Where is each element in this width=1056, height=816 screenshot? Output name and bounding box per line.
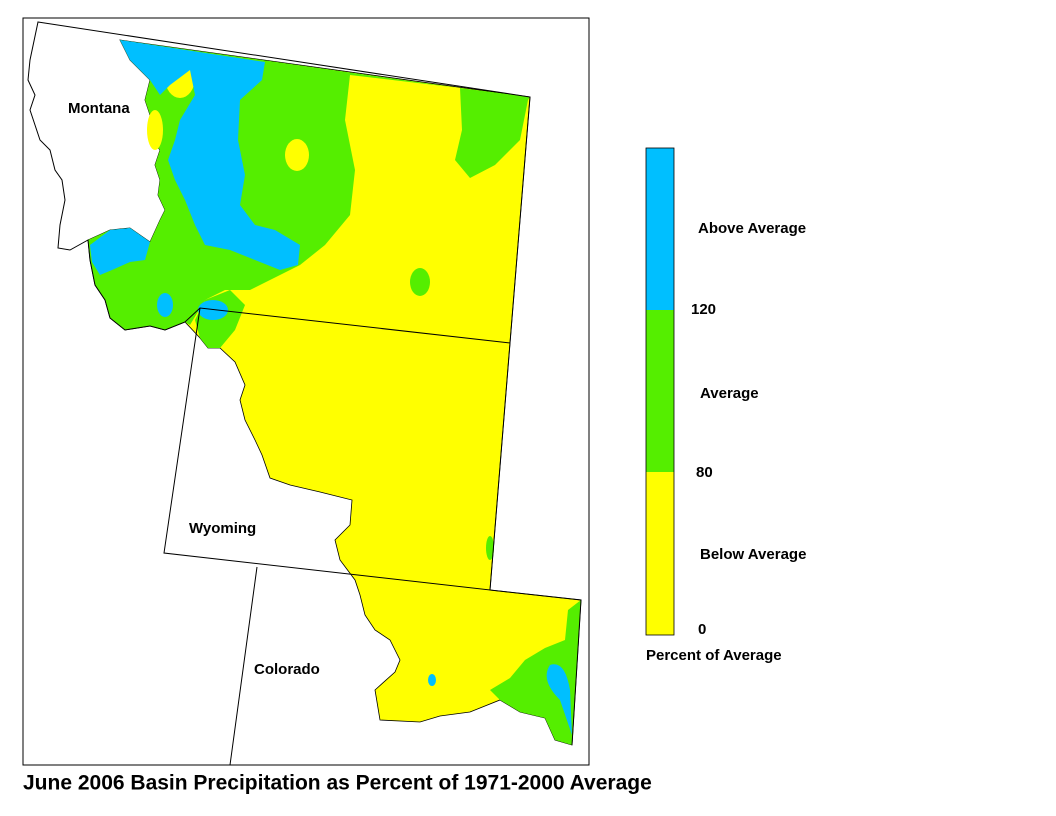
legend-label: Below Average <box>700 546 806 563</box>
basin-average-spot <box>410 268 430 296</box>
legend-tick: 0 <box>698 621 706 638</box>
region-label: Montana <box>68 100 130 117</box>
region-label: Colorado <box>254 661 320 678</box>
legend-swatch <box>646 310 674 472</box>
basin-below-spot <box>285 139 309 171</box>
basin-above-spot <box>157 293 173 317</box>
montana-outline <box>27 21 531 344</box>
legend-label: Average <box>700 385 759 402</box>
legend-title: Percent of Average <box>646 647 782 664</box>
basin-above-spot <box>428 674 436 686</box>
basin-above-average-w <box>90 228 150 275</box>
legend-swatch <box>646 148 674 310</box>
legend-label: Above Average <box>698 220 806 237</box>
colorado-outline <box>229 566 582 766</box>
basin-below-spot <box>147 110 163 150</box>
basin-above-spot <box>198 300 228 320</box>
region-label: Wyoming <box>189 520 256 537</box>
basin-average-se <box>490 600 581 745</box>
basin-above-average <box>120 40 300 270</box>
basin-average-spot <box>486 536 494 560</box>
legend-tick: 120 <box>691 301 716 318</box>
wyoming-outline <box>163 307 511 591</box>
legend-tick: 80 <box>696 464 713 481</box>
map-title: June 2006 Basin Precipitation as Percent… <box>23 772 652 795</box>
legend-border <box>645 147 675 636</box>
legend-swatch <box>646 472 674 635</box>
basin-above-spot <box>546 664 572 735</box>
